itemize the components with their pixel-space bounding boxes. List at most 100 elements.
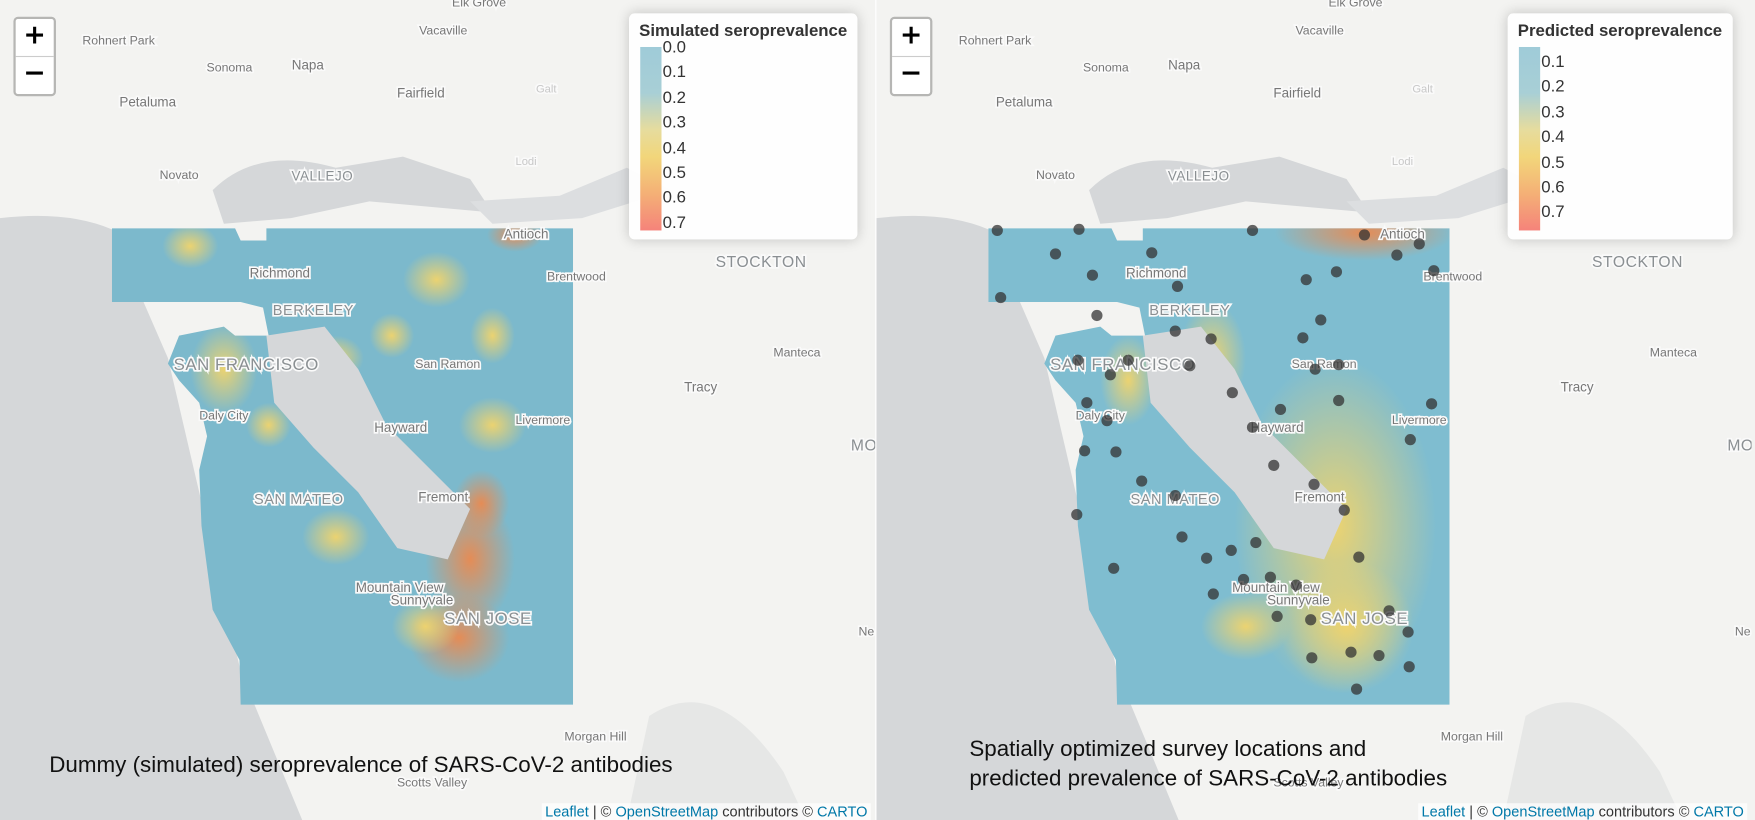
survey-location[interactable] (1305, 614, 1317, 626)
survey-location[interactable] (1333, 359, 1345, 371)
survey-location[interactable] (1333, 394, 1345, 407)
survey-location[interactable] (1136, 475, 1148, 487)
survey-location[interactable] (1071, 509, 1083, 521)
zoom-in-button[interactable]: + (899, 19, 923, 51)
osm-link[interactable]: OpenStreetMap (1491, 803, 1595, 820)
raster-patch (1201, 592, 1291, 661)
place-label: Galt (536, 83, 557, 95)
survey-location[interactable] (1169, 489, 1181, 502)
survey-location[interactable] (1300, 274, 1312, 286)
survey-location[interactable] (1049, 248, 1062, 260)
survey-location[interactable] (1169, 325, 1181, 337)
survey-location[interactable] (1271, 610, 1283, 622)
place-label: Elk Grove (452, 0, 506, 10)
survey-location[interactable] (1081, 397, 1093, 409)
attribution: Leaflet | © OpenStreetMap contributors ©… (541, 803, 871, 820)
zoom-out-button[interactable]: − (892, 55, 931, 94)
survey-location[interactable] (1274, 403, 1287, 416)
survey-location[interactable] (1383, 605, 1395, 617)
survey-location[interactable] (1425, 398, 1438, 410)
survey-location[interactable] (1264, 571, 1277, 583)
survey-location[interactable] (1225, 544, 1237, 556)
survey-location[interactable] (1246, 224, 1259, 237)
survey-location[interactable] (1404, 434, 1416, 446)
survey-location[interactable] (1108, 562, 1120, 574)
survey-location[interactable] (1146, 247, 1158, 259)
survey-location[interactable] (1391, 249, 1403, 261)
survey-location[interactable] (1207, 588, 1219, 600)
attribution: Leaflet | © OpenStreetMap contributors ©… (1418, 803, 1748, 820)
survey-location[interactable] (1413, 238, 1425, 250)
place-label: SAN JOSE (444, 609, 531, 628)
place-label: Tracy (1561, 380, 1594, 395)
carto-link[interactable]: CARTO (1693, 803, 1744, 820)
place-label: VALLEJO (291, 168, 353, 183)
place-label: Hayward (1251, 420, 1304, 435)
zoom-in-button[interactable]: + (23, 19, 46, 51)
north-bay (1089, 156, 1369, 224)
place-label: San Ramon (1292, 357, 1357, 371)
survey-location[interactable] (1226, 387, 1238, 399)
survey-location[interactable] (1373, 649, 1385, 662)
survey-location[interactable] (1290, 579, 1302, 591)
survey-location[interactable] (1104, 369, 1116, 381)
place-label: Hayward (374, 420, 427, 435)
survey-location[interactable] (1171, 280, 1184, 292)
survey-location[interactable] (1073, 223, 1085, 235)
survey-location[interactable] (1079, 445, 1091, 457)
survey-location[interactable] (1403, 661, 1415, 673)
place-label: Lodi (1392, 156, 1413, 168)
zoom-out-button[interactable]: − (15, 55, 54, 94)
legend-label: 0.5 (662, 163, 686, 183)
place-label: Scotts Valley (397, 775, 468, 789)
survey-location[interactable] (1428, 265, 1440, 277)
survey-location[interactable] (1306, 652, 1318, 664)
survey-location[interactable] (1184, 360, 1196, 372)
place-label: Elk Grove (1328, 0, 1382, 10)
survey-location[interactable] (1246, 421, 1259, 433)
survey-location[interactable] (1350, 683, 1363, 695)
bay (266, 326, 471, 560)
survey-location[interactable] (991, 224, 1003, 237)
place-label: MO (851, 438, 875, 455)
place-label: Richmond (1126, 266, 1186, 281)
carto-link[interactable]: CARTO (817, 803, 868, 820)
place-label: Sunnyvale (1267, 592, 1330, 607)
legend-label: 0.3 (662, 113, 686, 133)
osm-link[interactable]: OpenStreetMap (615, 803, 719, 820)
survey-location[interactable] (1358, 229, 1371, 241)
raster-patch (302, 509, 370, 565)
survey-location[interactable] (1086, 269, 1099, 281)
panel-divider (875, 0, 877, 820)
survey-location[interactable] (1345, 646, 1357, 658)
legend-label: 0.4 (662, 138, 686, 158)
survey-location[interactable] (1402, 626, 1414, 638)
survey-location[interactable] (1072, 354, 1084, 366)
survey-location[interactable] (1101, 415, 1113, 427)
place-label: Napa (292, 58, 325, 73)
leaflet-link[interactable]: Leaflet (1421, 803, 1466, 820)
place-label: SAN JOSE (1321, 609, 1408, 628)
survey-location[interactable] (1353, 551, 1365, 563)
survey-location[interactable] (1205, 333, 1217, 345)
place-label: BERKELEY (1149, 303, 1230, 319)
survey-location[interactable] (995, 291, 1007, 304)
survey-location[interactable] (1309, 363, 1321, 375)
survey-location[interactable] (1297, 332, 1309, 344)
survey-location[interactable] (1237, 573, 1250, 586)
survey-location[interactable] (1315, 314, 1327, 326)
survey-location[interactable] (1268, 459, 1280, 471)
survey-location[interactable] (1308, 478, 1320, 490)
survey-location[interactable] (1176, 531, 1188, 543)
legend-gradient (640, 46, 662, 231)
survey-location[interactable] (1091, 309, 1103, 322)
survey-location[interactable] (1330, 266, 1343, 278)
survey-location[interactable] (1110, 446, 1122, 458)
leaflet-link[interactable]: Leaflet (545, 803, 589, 820)
survey-location[interactable] (1201, 552, 1213, 564)
place-labels: Elk Grove Rohnert Park Vacaville Sonoma Napa… (81, 0, 876, 791)
survey-location[interactable] (1338, 504, 1350, 516)
survey-location[interactable] (1122, 354, 1134, 366)
survey-location[interactable] (1250, 536, 1262, 549)
